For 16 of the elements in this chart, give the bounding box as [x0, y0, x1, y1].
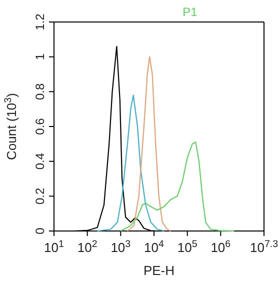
y-tick-label: 0.6: [33, 118, 47, 135]
x-tick-label: 10$^{4}$: [144, 238, 165, 255]
x-tick-label: 10$^{2}$: [77, 238, 98, 255]
text: P1: [182, 5, 198, 19]
x-tick-label: 10$^{5}$: [177, 238, 198, 255]
x-tick-label: 10$^{7.3}$: [250, 238, 278, 255]
y-tick-label: 0: [33, 227, 47, 234]
y-tick-label: 0.8: [33, 83, 47, 100]
x-axis-title: PE-H: [143, 263, 175, 278]
x-tick-label: 10$^{6}$: [210, 238, 231, 255]
y-tick-label: 0.4: [33, 152, 47, 170]
y-tick-label: 0.2: [33, 188, 47, 205]
y-tick-label: 1.2: [33, 13, 47, 30]
y-tick-label: 1: [33, 53, 47, 60]
x-tick-label: 10$^{1}$: [44, 238, 64, 255]
x-tick-label: 10$^{3}$: [110, 238, 131, 255]
